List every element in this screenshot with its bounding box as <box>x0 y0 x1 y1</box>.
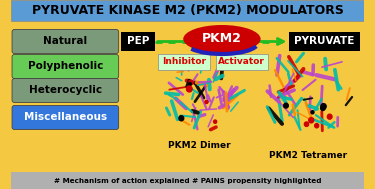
FancyBboxPatch shape <box>12 54 119 78</box>
Circle shape <box>179 116 184 121</box>
Circle shape <box>304 122 309 126</box>
Circle shape <box>189 82 191 86</box>
Circle shape <box>321 106 325 111</box>
FancyBboxPatch shape <box>10 172 364 189</box>
FancyBboxPatch shape <box>12 105 119 129</box>
Circle shape <box>327 114 332 119</box>
Circle shape <box>321 104 326 109</box>
Circle shape <box>205 100 208 104</box>
Text: PYRUVATE: PYRUVATE <box>294 36 354 46</box>
Ellipse shape <box>183 25 261 53</box>
Text: Natural: Natural <box>43 36 87 46</box>
Text: # Mechanism of action explained # PAINS propensity highlighted: # Mechanism of action explained # PAINS … <box>54 177 321 184</box>
Text: PEP: PEP <box>127 36 149 46</box>
Circle shape <box>189 80 193 85</box>
Text: PKM2 Tetramer: PKM2 Tetramer <box>269 151 347 160</box>
Text: PKM2 Dimer: PKM2 Dimer <box>168 141 231 150</box>
FancyBboxPatch shape <box>12 29 119 53</box>
Circle shape <box>309 118 314 123</box>
FancyBboxPatch shape <box>12 78 119 102</box>
Text: Activator: Activator <box>218 57 265 66</box>
Circle shape <box>186 86 192 92</box>
Text: PKM2: PKM2 <box>202 32 242 44</box>
FancyBboxPatch shape <box>216 53 268 70</box>
FancyBboxPatch shape <box>121 32 155 51</box>
Text: Heterocyclic: Heterocyclic <box>29 85 102 95</box>
FancyBboxPatch shape <box>289 32 360 51</box>
Circle shape <box>214 120 217 123</box>
Circle shape <box>284 103 288 108</box>
FancyBboxPatch shape <box>158 53 210 70</box>
Circle shape <box>311 111 314 114</box>
Text: Inhibitor: Inhibitor <box>162 57 206 66</box>
Text: Miscellaneous: Miscellaneous <box>24 112 107 122</box>
Text: Polyphenolic: Polyphenolic <box>28 61 103 71</box>
FancyBboxPatch shape <box>10 0 364 21</box>
Text: PYRUVATE KINASE M2 (PKM2) MODULATORS: PYRUVATE KINASE M2 (PKM2) MODULATORS <box>32 4 344 17</box>
Circle shape <box>315 124 319 128</box>
